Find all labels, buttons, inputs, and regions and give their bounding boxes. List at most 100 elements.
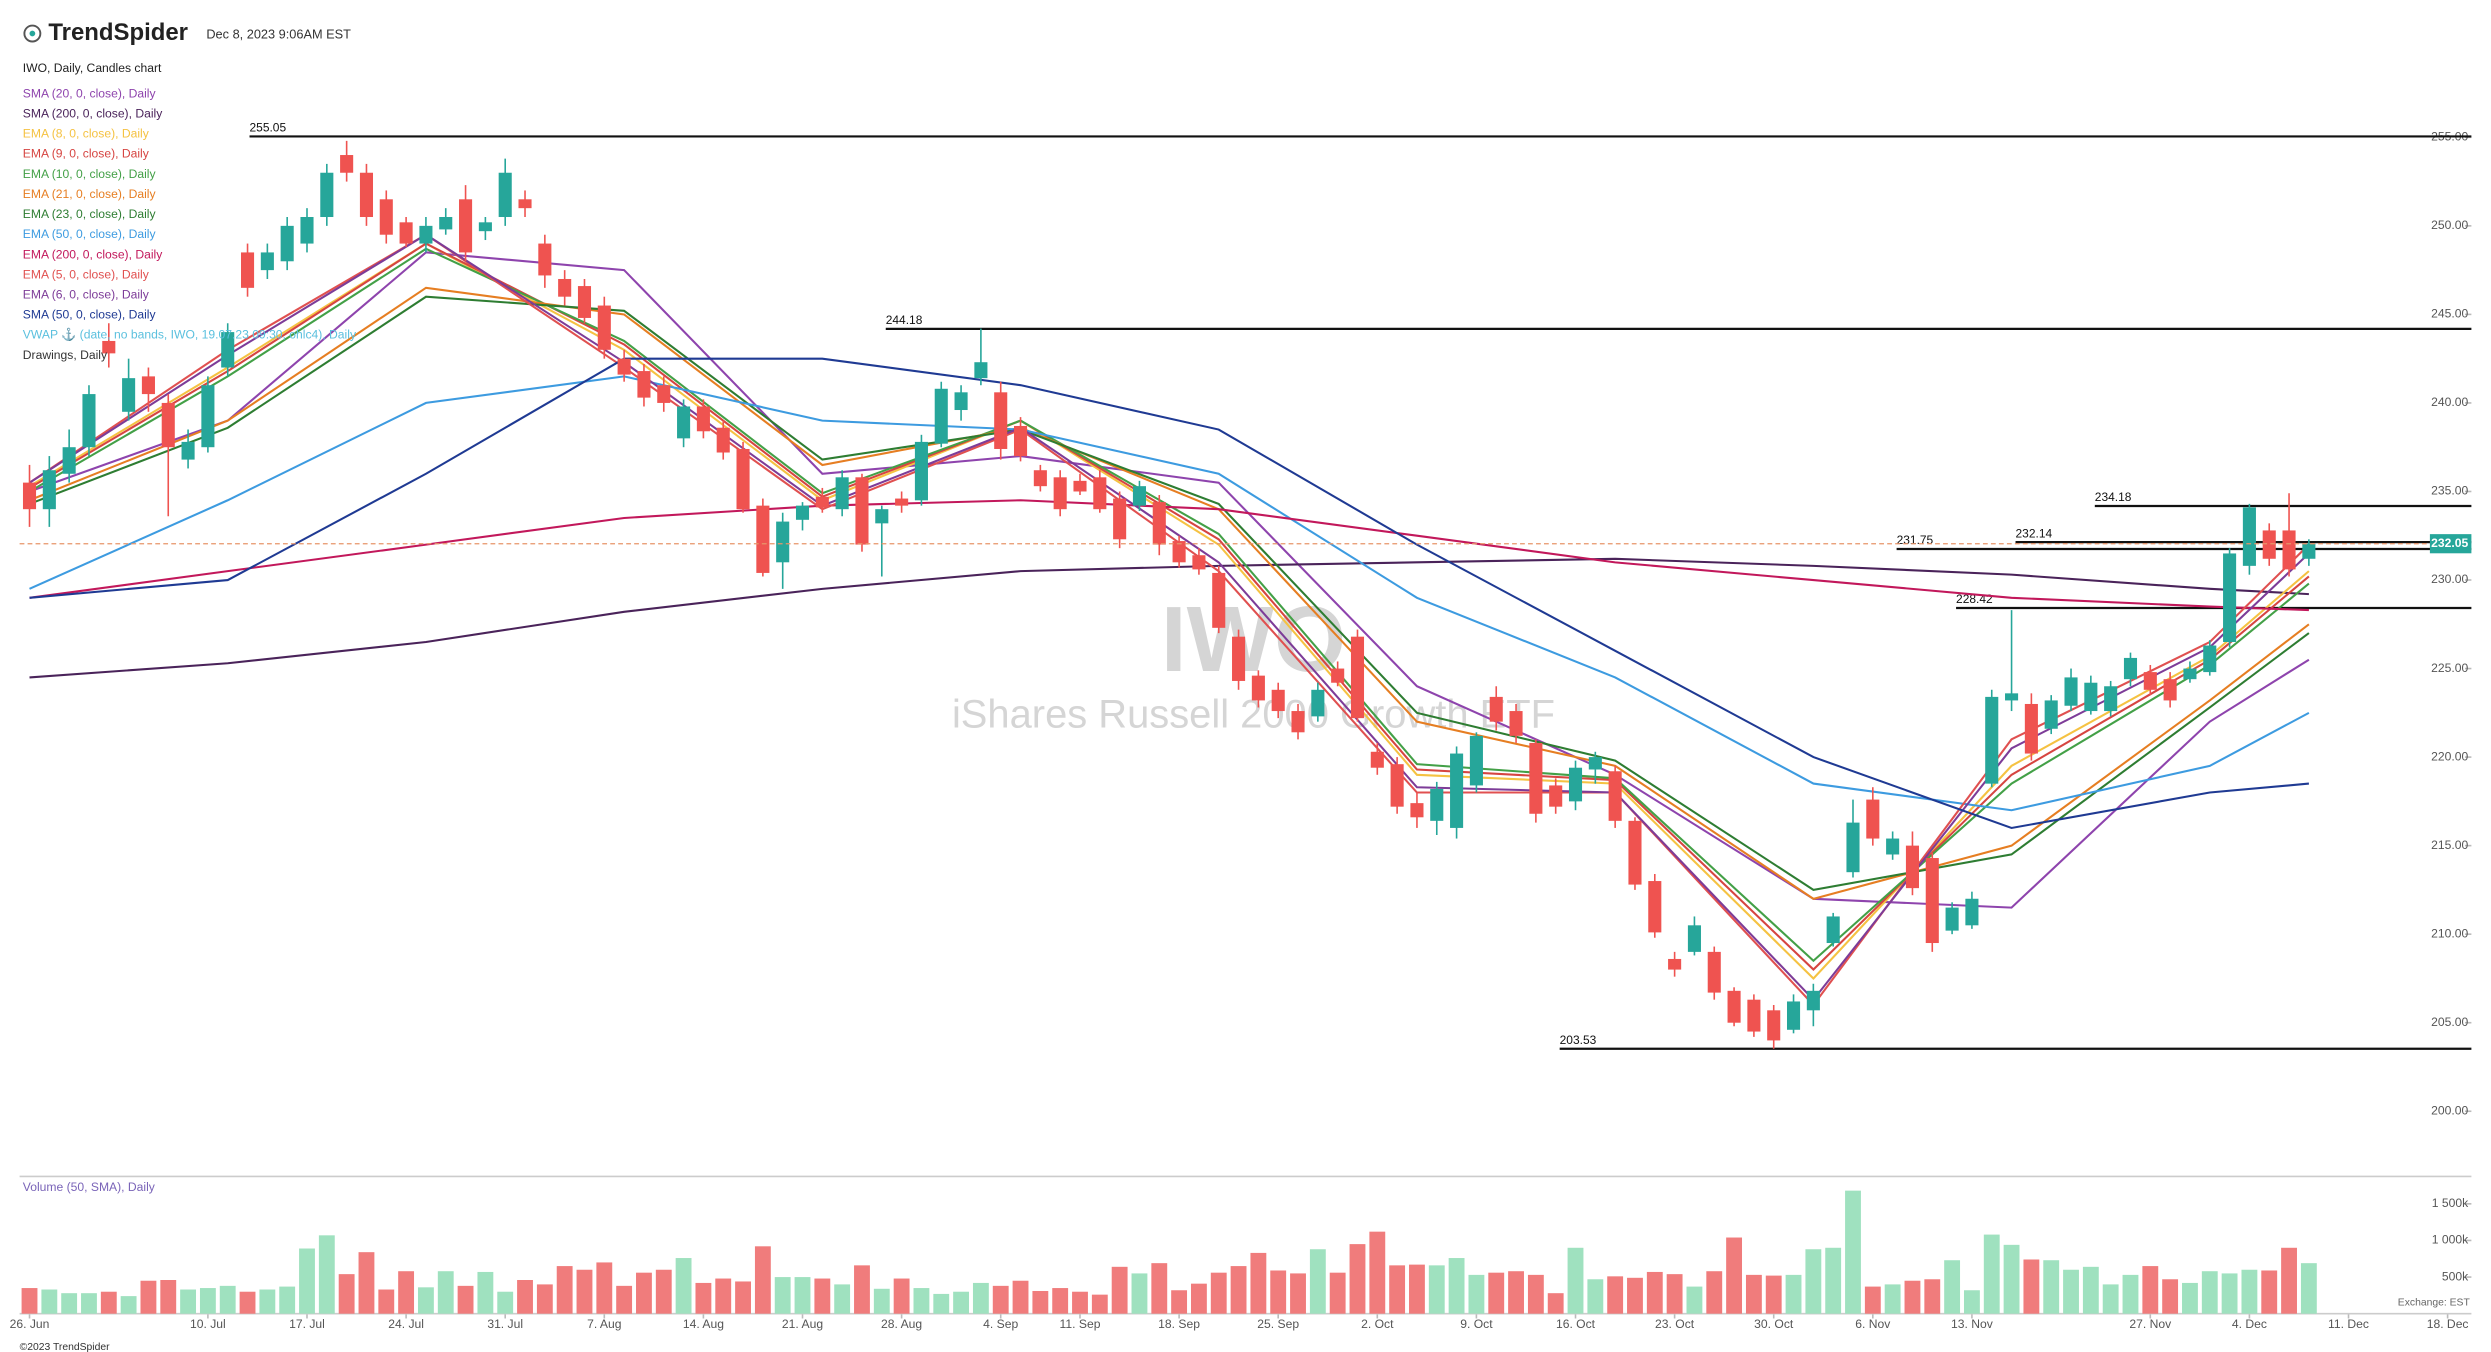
volume-bar bbox=[1151, 1263, 1168, 1314]
candle-body bbox=[340, 155, 354, 173]
candle-body bbox=[2123, 657, 2138, 680]
x-tick-label: 7. Aug bbox=[587, 1317, 621, 1331]
candle-body bbox=[1192, 555, 1206, 570]
candle-body bbox=[1053, 477, 1067, 510]
candle-body bbox=[1450, 753, 1464, 828]
candle-body bbox=[776, 521, 790, 563]
candle-body bbox=[399, 222, 413, 244]
last-price-label: 232.05 bbox=[2431, 536, 2468, 550]
volume-bar bbox=[1765, 1275, 1782, 1314]
volume-bar bbox=[2162, 1279, 2179, 1314]
volume-bar bbox=[556, 1266, 573, 1314]
x-tick-label: 13. Nov bbox=[1951, 1317, 1994, 1331]
candle-body bbox=[1132, 486, 1147, 506]
candle-body bbox=[419, 225, 433, 244]
candle-body bbox=[1806, 990, 1820, 1011]
candle-body bbox=[1747, 999, 1761, 1032]
volume-bar bbox=[1032, 1290, 1049, 1314]
candle-body bbox=[1212, 572, 1226, 628]
x-tick-label: 11. Sep bbox=[1060, 1317, 1101, 1331]
level-label: 203.53 bbox=[1560, 1033, 1597, 1047]
x-tick-label: 18. Dec bbox=[2427, 1317, 2469, 1331]
volume-bar bbox=[437, 1271, 454, 1314]
volume-bar bbox=[41, 1289, 58, 1314]
volume-bar bbox=[1111, 1266, 1128, 1314]
candle-body bbox=[1866, 799, 1880, 839]
y-tick-label: 250.00 bbox=[2431, 218, 2468, 232]
candle-body bbox=[2282, 530, 2296, 570]
candle-body bbox=[875, 509, 889, 524]
candle-body bbox=[2183, 668, 2197, 680]
volume-bar bbox=[1706, 1271, 1723, 1314]
volume-bar bbox=[1309, 1249, 1326, 1314]
last-price-box bbox=[2429, 534, 2472, 554]
candle-body bbox=[1489, 696, 1503, 722]
volume-bar bbox=[457, 1285, 474, 1314]
volume-bar bbox=[1963, 1290, 1980, 1314]
volume-bar bbox=[1666, 1274, 1683, 1314]
candle-body bbox=[974, 362, 988, 379]
volume-bar bbox=[1508, 1271, 1524, 1314]
legend-entry: EMA (5, 0, close), Daily bbox=[23, 267, 150, 281]
candle-body bbox=[2242, 507, 2256, 566]
volume-bar bbox=[1944, 1260, 1961, 1314]
volume-bar bbox=[497, 1291, 514, 1314]
legend-entry: EMA (21, 0, close), Daily bbox=[23, 187, 157, 201]
candle-body bbox=[260, 252, 274, 271]
volume-bar bbox=[1171, 1290, 1188, 1314]
volume-bar bbox=[794, 1277, 811, 1314]
x-tick-label: 9. Oct bbox=[1460, 1317, 1493, 1331]
candle-body bbox=[1905, 845, 1920, 889]
legend-entry: EMA (23, 0, close), Daily bbox=[23, 207, 157, 221]
y-tick-label: 205.00 bbox=[2431, 1015, 2468, 1029]
x-tick-label: 4. Sep bbox=[983, 1317, 1018, 1331]
volume-bar bbox=[61, 1293, 78, 1314]
candle-body bbox=[478, 222, 492, 232]
volume-bar bbox=[2102, 1284, 2119, 1314]
candle-body bbox=[657, 385, 671, 403]
volume-bar bbox=[239, 1291, 256, 1314]
candle-body bbox=[379, 199, 393, 235]
candle-body bbox=[1985, 696, 1999, 784]
volume-bar bbox=[893, 1278, 910, 1314]
volume-bar bbox=[180, 1289, 197, 1314]
volume-bar bbox=[2261, 1270, 2278, 1314]
volume-bar bbox=[1290, 1273, 1306, 1314]
candle-body bbox=[795, 505, 810, 520]
volume-bar bbox=[1349, 1244, 1366, 1314]
legend-entry: VWAP ⚓ (date, no bands, IWO, 19.07.23 09… bbox=[23, 328, 357, 342]
x-tick-label: 21. Aug bbox=[782, 1317, 823, 1331]
y-tick-label: 240.00 bbox=[2431, 395, 2468, 409]
volume-bar bbox=[715, 1278, 732, 1314]
candle-body bbox=[518, 199, 532, 209]
y-tick-label: 225.00 bbox=[2431, 661, 2468, 675]
x-tick-label: 26. Jun bbox=[10, 1317, 50, 1331]
volume-bar bbox=[1686, 1286, 1703, 1314]
volume-bar bbox=[120, 1296, 137, 1314]
logo bbox=[23, 24, 42, 43]
candle-body bbox=[1687, 925, 1701, 952]
volume-bar bbox=[1745, 1274, 1762, 1314]
legend-entry: EMA (6, 0, close), Daily bbox=[23, 288, 150, 302]
level-label: 244.18 bbox=[886, 313, 923, 327]
volume-bar bbox=[1607, 1276, 1624, 1314]
candle-body bbox=[221, 332, 235, 368]
candle-body bbox=[2223, 553, 2237, 642]
volume-bar bbox=[1646, 1271, 1663, 1314]
volume-bar bbox=[834, 1284, 851, 1314]
candle-body bbox=[1311, 689, 1325, 717]
volume-bar bbox=[1547, 1293, 1564, 1314]
candle-body bbox=[895, 498, 909, 506]
volume-bar bbox=[576, 1269, 593, 1314]
volume-bar bbox=[636, 1272, 652, 1314]
x-tick-label: 27. Nov bbox=[2129, 1317, 2172, 1331]
candle-body bbox=[141, 376, 155, 395]
volume-bar bbox=[1230, 1266, 1247, 1314]
legend-entry: EMA (8, 0, close), Daily bbox=[23, 127, 150, 141]
candle-body bbox=[22, 482, 37, 510]
volume-bar bbox=[398, 1271, 415, 1314]
candle-body bbox=[1509, 711, 1523, 736]
volume-bar bbox=[219, 1285, 236, 1314]
y-tick-label: 235.00 bbox=[2431, 484, 2468, 498]
volume-bar bbox=[735, 1281, 751, 1314]
